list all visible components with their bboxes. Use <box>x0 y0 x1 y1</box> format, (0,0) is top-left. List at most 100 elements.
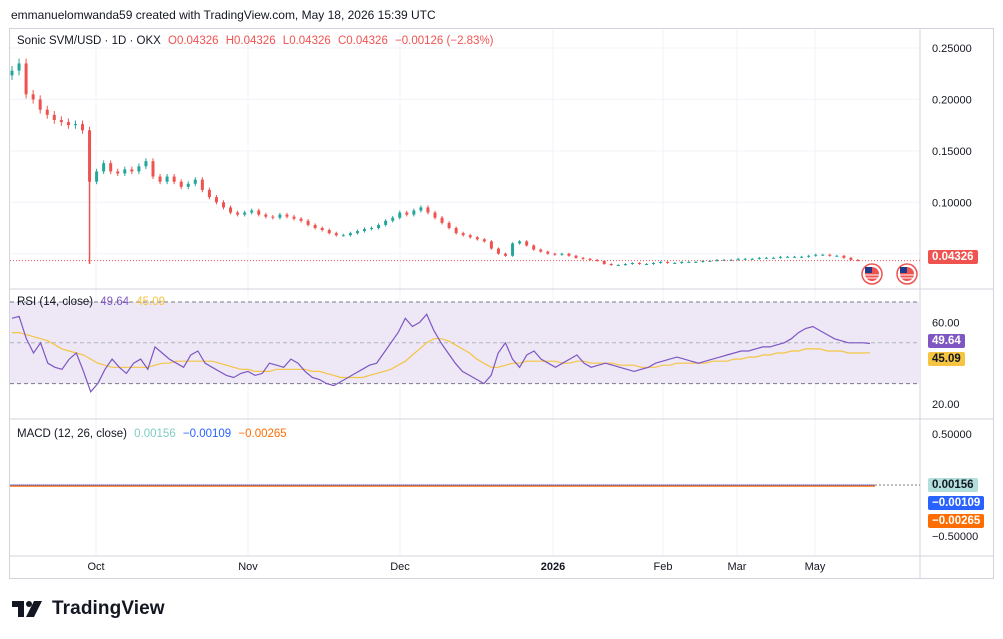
candle-body <box>426 207 430 213</box>
candle-body <box>652 262 656 264</box>
candle-body <box>17 63 21 71</box>
candle-body <box>461 233 465 236</box>
symbol-label[interactable]: Sonic SVM/USD · 1D · OKX <box>17 35 161 47</box>
candle-body <box>222 202 225 208</box>
last-price-badge: 0.04326 <box>928 250 978 264</box>
candle-body <box>200 179 204 190</box>
candle-body <box>81 124 84 131</box>
candle-body <box>257 210 261 215</box>
candle-body <box>729 259 733 261</box>
time-axis-label: May <box>805 561 826 573</box>
candle-body <box>320 228 324 231</box>
change-value: −0.00126 (−2.83%) <box>395 35 494 47</box>
candle-body <box>764 257 768 259</box>
candle-body <box>447 222 451 228</box>
rsi-label[interactable]: RSI (14, close) <box>17 296 94 308</box>
candle-body <box>327 230 331 234</box>
candle-body <box>842 255 846 258</box>
macd-value: 0.00156 <box>134 428 176 440</box>
signal-value: −0.00109 <box>182 428 232 440</box>
candle-body <box>849 257 853 260</box>
candle-body <box>151 161 155 177</box>
rsi-ma-line <box>12 332 871 379</box>
rsi-legend: RSI (14, close) 49.64 45.09 <box>17 296 169 308</box>
candle-body <box>489 241 493 249</box>
tradingview-logo[interactable]: TradingView <box>12 598 165 620</box>
candle-body <box>207 189 211 198</box>
price-axis-label: 0.10000 <box>932 197 972 209</box>
candle-body <box>623 264 627 266</box>
candle-body <box>123 169 127 174</box>
attribution-text: emmanuelomwanda59 created with TradingVi… <box>11 8 436 22</box>
signal-badge: −0.00109 <box>928 496 985 510</box>
candle-body <box>355 231 359 234</box>
candle-body <box>750 258 754 260</box>
time-axis-label: Feb <box>654 561 673 573</box>
candle-body <box>786 256 789 258</box>
candle-body <box>384 220 388 225</box>
time-axis-label: Dec <box>390 561 410 573</box>
candle-body <box>391 217 395 221</box>
macd-label[interactable]: MACD (12, 26, close) <box>17 428 127 440</box>
candle-body <box>285 214 289 217</box>
candle-body <box>52 114 56 120</box>
time-axis-label: Oct <box>87 561 104 573</box>
price-axis-label: 0.25000 <box>932 43 972 55</box>
candle-body <box>708 260 712 262</box>
candle-body <box>574 255 578 258</box>
candle-body <box>292 216 296 219</box>
candle-body <box>525 241 529 246</box>
candle-body <box>398 212 402 218</box>
open-value: O0.04326 <box>168 35 219 47</box>
chart-frame <box>9 28 994 579</box>
candle-body <box>475 237 479 240</box>
candle-body <box>673 262 677 264</box>
candle-body <box>144 161 148 167</box>
candle-body <box>757 257 761 259</box>
price-legend: Sonic SVM/USD · 1D · OKX O0.04326 H0.043… <box>17 35 498 47</box>
macd-badge: 0.00156 <box>928 478 978 492</box>
candle-body <box>687 261 691 263</box>
candle-body <box>504 253 507 256</box>
candle-body <box>31 94 35 100</box>
candle-body <box>807 255 811 257</box>
candle-body <box>377 224 381 228</box>
candle-body <box>588 258 592 260</box>
candle-body <box>800 256 804 258</box>
candle-body <box>158 176 162 182</box>
candle-body <box>680 261 684 263</box>
candle-body <box>637 262 641 264</box>
candle-body <box>743 258 747 260</box>
candle-body <box>165 176 169 182</box>
candle-body <box>278 214 282 218</box>
candle-body <box>518 241 522 244</box>
candle-body <box>553 253 557 255</box>
candle-body <box>229 207 233 213</box>
time-axis-label: Mar <box>728 561 747 573</box>
time-axis-label: 2026 <box>541 561 565 573</box>
candle-body <box>102 163 106 172</box>
us-flag-event-icon <box>861 263 883 285</box>
candle-body <box>482 239 486 242</box>
candle-body <box>433 212 437 218</box>
brand-name: TradingView <box>52 598 165 619</box>
candle-body <box>193 179 197 184</box>
macd-axis-label: −0.50000 <box>932 531 978 543</box>
candle-body <box>299 218 303 221</box>
macd-legend: MACD (12, 26, close) 0.00156 −0.00109 −0… <box>17 428 291 440</box>
candle-body <box>715 259 719 261</box>
candle-body <box>454 228 458 234</box>
rsi-line <box>11 313 871 393</box>
us-flag-event-icon <box>896 263 918 285</box>
time-axis-label: Nov <box>238 561 258 573</box>
candle-body <box>179 181 183 187</box>
event-flag-canton <box>865 267 872 273</box>
candle-body <box>856 259 860 261</box>
candle-body <box>24 63 28 95</box>
macd-pane <box>10 484 920 487</box>
candle-body <box>172 176 176 182</box>
candle-body <box>440 217 444 223</box>
macd-axis-label: 0.50000 <box>932 429 972 441</box>
rsi-value: 49.64 <box>100 296 130 308</box>
